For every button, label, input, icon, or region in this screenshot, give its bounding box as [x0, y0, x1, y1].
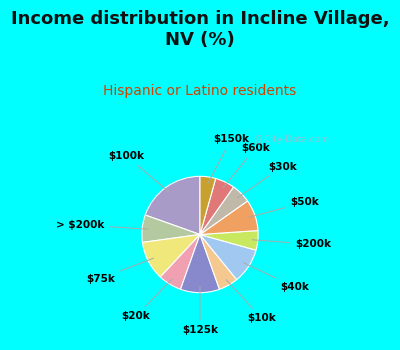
Text: Hispanic or Latino residents: Hispanic or Latino residents [103, 84, 297, 98]
Text: $150k: $150k [208, 134, 249, 183]
Text: Income distribution in Incline Village,
NV (%): Income distribution in Incline Village, … [11, 10, 389, 49]
Wedge shape [180, 234, 220, 293]
Text: $10k: $10k [226, 280, 276, 323]
Wedge shape [145, 176, 200, 235]
Text: $50k: $50k [249, 197, 319, 217]
Text: $75k: $75k [86, 258, 154, 284]
Wedge shape [200, 234, 256, 280]
Wedge shape [200, 234, 237, 289]
Text: $20k: $20k [121, 279, 172, 322]
Text: $200k: $200k [252, 239, 332, 249]
Wedge shape [200, 176, 216, 235]
Text: $60k: $60k [223, 143, 270, 188]
Wedge shape [200, 201, 258, 234]
Text: $125k: $125k [182, 287, 218, 335]
Text: $100k: $100k [109, 151, 169, 192]
Wedge shape [200, 178, 234, 234]
Wedge shape [142, 215, 200, 243]
Text: > $200k: > $200k [56, 220, 148, 230]
Wedge shape [200, 187, 248, 234]
Text: $40k: $40k [244, 263, 309, 292]
Wedge shape [200, 231, 258, 250]
Text: ⓘ City-Data.com: ⓘ City-Data.com [256, 135, 328, 144]
Wedge shape [160, 234, 200, 289]
Text: $30k: $30k [237, 162, 296, 198]
Wedge shape [142, 234, 200, 277]
